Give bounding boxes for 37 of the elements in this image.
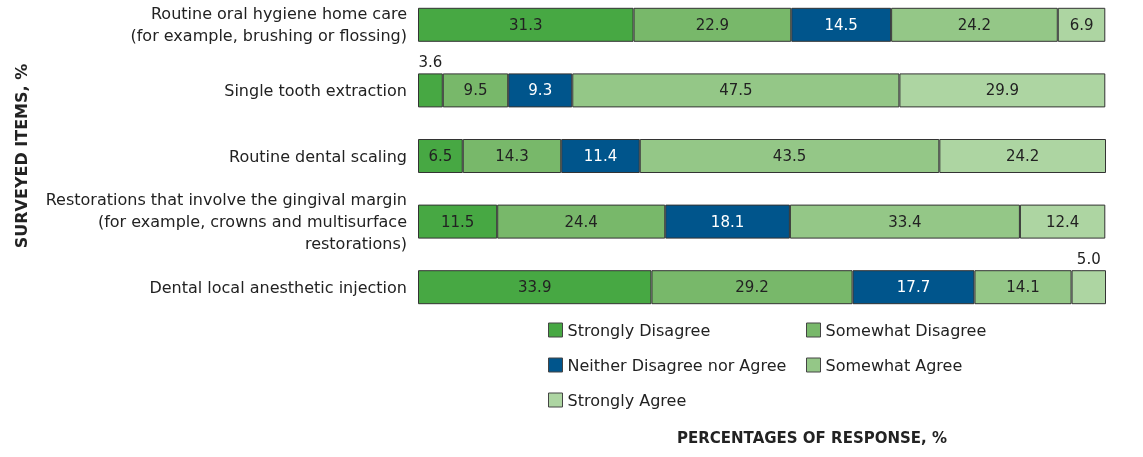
data-label: 5.0 <box>1076 249 1101 268</box>
y-tick-label: Routine oral hygiene home care (for example, brushing or flossing) <box>130 4 407 46</box>
data-label: 14.3 <box>495 147 529 165</box>
data-label: 31.3 <box>509 15 543 34</box>
data-label: 22.9 <box>695 15 730 34</box>
data-label: 14.1 <box>1006 278 1040 297</box>
y-tick-label: Restorations that involve the gingival margin (for example, crowns and multisurface restorations) <box>45 190 407 254</box>
data-label: 11.4 <box>583 147 618 165</box>
data-label: 14.5 <box>824 15 858 34</box>
data-label: 43.5 <box>772 147 807 165</box>
data-label: 17.7 <box>896 278 931 297</box>
legend-label: Neither Disagree nor Agree <box>567 355 787 375</box>
data-label: 11.5 <box>440 212 475 231</box>
data-label: 29.2 <box>735 278 769 297</box>
legend-label: Somewhat Disagree <box>825 320 987 340</box>
legend-label: Strongly Disagree <box>567 320 711 340</box>
data-label: 33.9 <box>518 278 552 297</box>
legend-label: Strongly Agree <box>567 390 687 410</box>
data-label: 24.4 <box>564 212 598 231</box>
data-label: 6.5 <box>428 147 453 165</box>
data-label: 12.4 <box>1045 212 1080 231</box>
y-tick-label: Single tooth extraction <box>224 80 407 100</box>
legend-label: Somewhat Agree <box>825 355 963 375</box>
data-label: 18.1 <box>710 212 745 231</box>
y-tick-label: Routine dental scaling <box>229 146 407 166</box>
data-label: 47.5 <box>719 81 753 100</box>
data-label: 29.9 <box>985 81 1020 100</box>
y-axis-title: SURVEYED ITEMS, % <box>11 63 31 249</box>
data-label: 9.5 <box>463 81 488 100</box>
data-label: 33.4 <box>888 212 922 231</box>
text: PERCENTAGES OF RESPONSE, % <box>677 428 947 447</box>
data-label: 24.2 <box>1005 147 1040 165</box>
y-tick-label: Dental local anesthetic injection <box>149 277 407 297</box>
data-label: 9.3 <box>528 81 553 100</box>
data-label: 3.6 <box>418 52 443 71</box>
data-label: 6.9 <box>1069 15 1094 34</box>
data-label: 24.2 <box>957 15 992 34</box>
